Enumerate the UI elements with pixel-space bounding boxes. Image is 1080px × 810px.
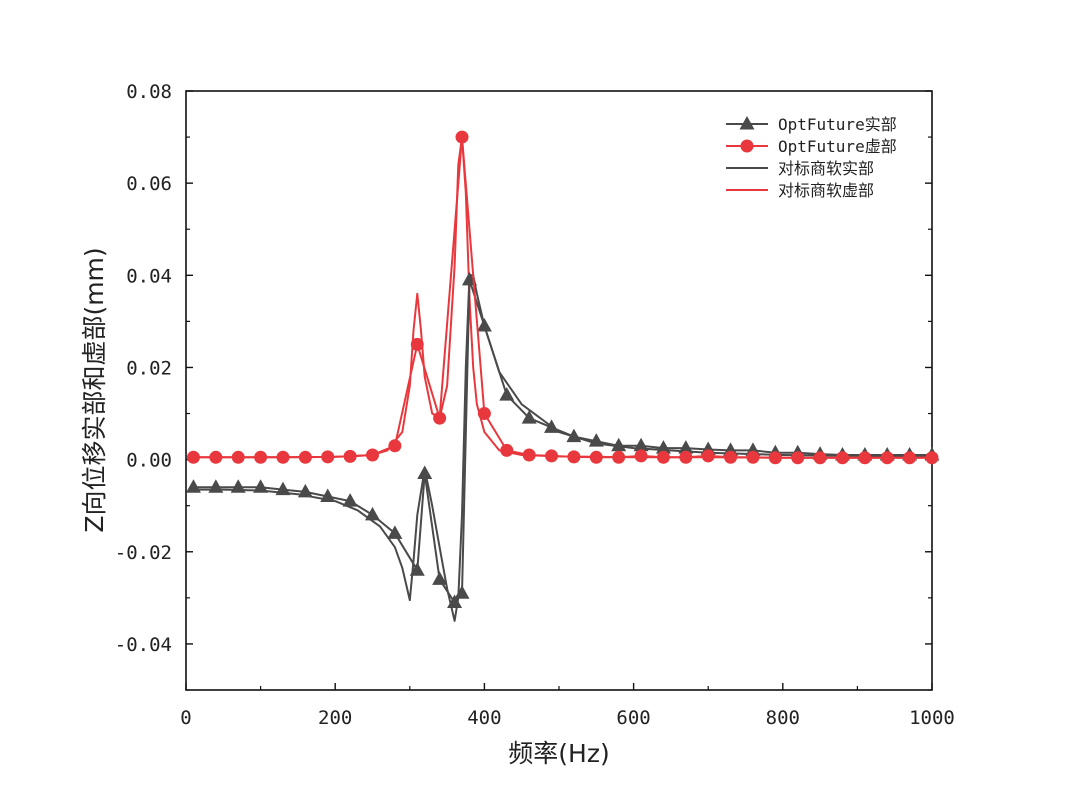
y-tick-label: -0.04 — [115, 634, 172, 656]
data-point-triangle — [611, 437, 627, 452]
y-tick-label: 0.06 — [126, 173, 172, 195]
y-tick-label: 0.00 — [126, 450, 172, 472]
data-point-circle — [231, 450, 245, 464]
data-point-circle — [813, 451, 827, 465]
data-point-triangle — [588, 433, 604, 447]
data-point-triangle — [454, 585, 470, 599]
data-point-triangle — [387, 525, 403, 539]
data-point-triangle — [253, 479, 269, 493]
data-point-circle — [410, 337, 424, 351]
data-point-circle — [746, 450, 760, 464]
data-point-triangle — [521, 410, 537, 424]
data-point-circle — [254, 450, 268, 464]
data-point-triangle — [633, 437, 649, 452]
x-tick-label: 200 — [318, 707, 352, 729]
data-point-circle — [589, 450, 603, 464]
data-point-triangle — [230, 479, 246, 493]
data-point-triangle — [417, 465, 433, 479]
data-point-triangle — [566, 428, 582, 443]
data-point-circle — [567, 450, 581, 464]
x-tick-label: 1000 — [909, 707, 955, 729]
data-point-circle — [545, 449, 559, 463]
data-point-triangle — [678, 440, 694, 454]
data-point-circle — [656, 450, 670, 464]
series-layer — [185, 130, 940, 622]
y-tick-label: 0.08 — [126, 81, 172, 103]
legend-label: 对标商软虚部 — [778, 181, 874, 200]
y-tick-label: 0.02 — [126, 357, 172, 379]
data-point-triangle — [432, 571, 448, 585]
legend-marker-triangle — [739, 116, 755, 130]
data-point-circle — [388, 439, 402, 453]
data-point-circle — [880, 451, 894, 465]
data-point-triangle — [476, 317, 492, 332]
x-tick-label: 400 — [467, 707, 501, 729]
data-point-circle — [791, 451, 805, 465]
data-point-circle — [186, 450, 200, 464]
y-tick-label: -0.02 — [115, 542, 172, 564]
data-point-circle — [433, 411, 447, 425]
data-point-triangle — [342, 493, 358, 507]
data-point-circle — [298, 450, 312, 464]
data-point-circle — [634, 449, 648, 463]
data-point-circle — [903, 451, 917, 465]
data-point-circle — [858, 451, 872, 465]
data-point-triangle — [275, 481, 291, 496]
data-point-triangle — [185, 479, 201, 493]
data-point-circle — [500, 443, 514, 457]
data-point-circle — [925, 451, 939, 465]
series-line-2 — [193, 274, 933, 622]
data-point-triangle — [409, 562, 425, 576]
data-point-triangle — [499, 387, 515, 401]
data-point-circle — [276, 450, 290, 464]
data-point-triangle — [365, 506, 380, 521]
data-point-triangle — [447, 594, 463, 608]
legend-label: OptFuture实部 — [778, 115, 897, 134]
data-point-circle — [366, 448, 379, 462]
y-axis-title: Z向位移实部和虚部(mm) — [80, 247, 109, 532]
y-axis-ticks: -0.04 -0.02 0.00 0.02 0.04 0.06 0.08 — [115, 81, 932, 691]
data-point-triangle — [297, 483, 313, 498]
data-point-circle — [522, 448, 536, 462]
x-axis-title: 频率(Hz) — [508, 739, 609, 768]
series-line-1 — [193, 136, 932, 459]
data-point-circle — [612, 450, 626, 464]
data-point-triangle — [544, 419, 560, 433]
data-point-circle — [768, 451, 782, 465]
data-point-circle — [835, 451, 849, 465]
data-point-circle — [209, 450, 223, 464]
series-line-0 — [193, 278, 932, 604]
x-axis-ticks: 0 200 400 600 800 1000 — [180, 683, 955, 729]
data-point-circle — [701, 449, 715, 463]
data-point-circle — [455, 130, 469, 144]
data-point-circle — [679, 450, 693, 464]
data-point-triangle — [320, 488, 336, 502]
x-tick-label: 800 — [766, 707, 800, 729]
x-tick-label: 600 — [616, 707, 650, 729]
data-point-circle — [724, 450, 738, 464]
legend-label: 对标商软实部 — [778, 159, 874, 178]
y-tick-label: 0.04 — [126, 265, 172, 287]
data-point-circle — [343, 449, 357, 463]
data-point-circle — [321, 450, 335, 464]
data-point-triangle — [208, 479, 224, 493]
legend-label: OptFuture虚部 — [778, 137, 897, 156]
x-tick-label: 0 — [180, 707, 191, 729]
data-point-triangle — [655, 440, 671, 454]
legend-marker-circle — [740, 139, 754, 153]
data-point-circle — [477, 407, 491, 421]
